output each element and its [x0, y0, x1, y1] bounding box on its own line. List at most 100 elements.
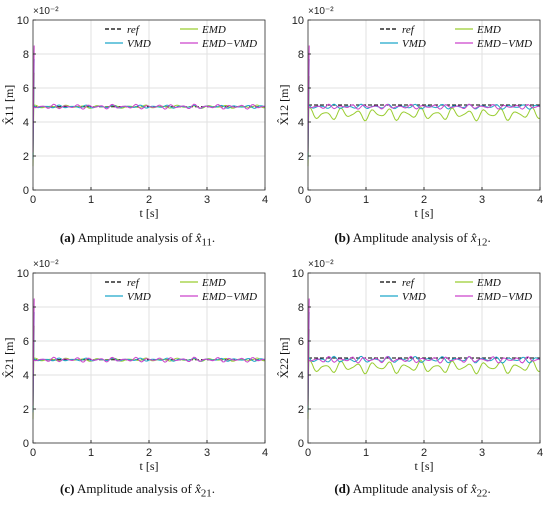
y-tick-label: 8	[298, 49, 304, 61]
x-tick-label: 4	[537, 194, 543, 206]
x-tick-label: 2	[146, 447, 152, 459]
legend-label: ref	[127, 24, 141, 36]
caption-b-sub: 12	[476, 236, 488, 249]
x-axis-label: t [s]	[415, 206, 434, 220]
y-tick-label: 4	[298, 370, 304, 382]
caption-d-end: .	[487, 481, 491, 496]
y-multiplier: ×10⁻²	[33, 6, 59, 17]
legend-label: VMD	[402, 291, 426, 303]
legend-label: VMD	[127, 291, 151, 303]
series-line-emd-vmd	[307, 45, 541, 153]
y-tick-label: 4	[23, 370, 29, 382]
x-tick-label: 0	[305, 194, 311, 206]
x-tick-label: 0	[305, 447, 311, 459]
x-tick-label: 0	[30, 447, 36, 459]
chart-panel-c: 0 1 2 3 4 0 2 4 6 8 10 ×10⁻² t [s] X̂21 [m] ref EMD VMD E…	[0, 253, 275, 506]
caption-a-end: .	[211, 230, 216, 245]
y-tick-label: 2	[23, 151, 29, 163]
caption-d-letter: (d)	[334, 481, 351, 496]
y-tick-label: 6	[298, 336, 304, 348]
y-axis-label: X̂11 [m]	[2, 85, 16, 126]
caption-d-var: x̂	[470, 481, 477, 496]
series-line-emd-vmd	[32, 298, 266, 406]
caption-b-text: Amplitude analysis of	[352, 230, 468, 245]
y-tick-label: 0	[23, 438, 29, 450]
x-tick-label: 4	[537, 447, 543, 459]
legend-label: EMD	[476, 24, 501, 36]
x-tick-label: 3	[479, 194, 485, 206]
y-tick-label: 10	[17, 268, 29, 280]
legend-label: EMD−VMD	[476, 38, 532, 50]
caption-c-var: x̂	[195, 481, 201, 496]
series-line-emd-vmd	[307, 298, 541, 406]
x-tick-label: 3	[479, 447, 485, 459]
caption-c-text: Amplitude analysis of	[77, 481, 192, 496]
legend-label: ref	[402, 24, 416, 36]
y-axis-label: X̂22 [m]	[277, 338, 291, 379]
legend-label: EMD−VMD	[201, 291, 257, 303]
x-axis-label: t [s]	[415, 459, 434, 473]
x-tick-label: 2	[421, 447, 427, 459]
x-tick-label: 1	[363, 194, 369, 206]
legend-label: EMD−VMD	[476, 291, 532, 303]
y-tick-label: 4	[23, 117, 29, 129]
x-tick-label: 3	[204, 194, 210, 206]
chart-b-svg: 0 1 2 3 4 0 2 4 6 8 10 ×10⁻² t [s] X̂12 [m] ref EMD VMD E…	[277, 6, 543, 220]
x-tick-label: 2	[421, 194, 427, 206]
y-multiplier: ×10⁻²	[308, 259, 334, 270]
caption-b: (b) Amplitude analysis of x̂12.	[275, 230, 550, 249]
y-tick-label: 6	[23, 83, 29, 95]
y-tick-label: 2	[298, 404, 304, 416]
chart-d-svg: 0 1 2 3 4 0 2 4 6 8 10 ×10⁻² t [s] X̂22 [m] ref EMD VMD E…	[277, 259, 543, 473]
caption-d-text: Amplitude analysis of	[352, 481, 468, 496]
chart-panel-a: 0 1 2 3 4 0 2 4 6 8 10 ×10⁻² t [s] X̂11 [m] ref EMD VMD E…	[0, 0, 275, 253]
caption-b-end: .	[487, 230, 491, 245]
y-tick-label: 10	[292, 268, 304, 280]
y-multiplier: ×10⁻²	[33, 259, 59, 270]
y-tick-label: 8	[23, 49, 29, 61]
x-axis-label: t [s]	[140, 206, 159, 220]
y-multiplier: ×10⁻²	[308, 6, 334, 17]
caption-c-end: .	[211, 481, 215, 496]
x-tick-label: 0	[30, 194, 36, 206]
caption-a: (a) Amplitude analysis of x̂11.	[0, 230, 275, 249]
x-tick-label: 2	[146, 194, 152, 206]
caption-b-letter: (b)	[334, 230, 351, 245]
x-tick-label: 4	[262, 447, 268, 459]
caption-a-text: Amplitude analysis of	[77, 230, 193, 245]
y-tick-label: 8	[23, 302, 29, 314]
y-tick-label: 10	[292, 15, 304, 27]
y-tick-label: 6	[298, 83, 304, 95]
caption-c-sub: 21	[200, 487, 212, 500]
legend-label: VMD	[402, 38, 426, 50]
x-tick-label: 3	[204, 447, 210, 459]
y-tick-label: 4	[298, 117, 304, 129]
y-tick-label: 2	[298, 151, 304, 163]
series-line-emd-vmd	[32, 45, 266, 153]
x-tick-label: 1	[88, 194, 94, 206]
x-tick-label: 1	[88, 447, 94, 459]
x-axis-label: t [s]	[140, 459, 159, 473]
y-tick-label: 6	[23, 336, 29, 348]
legend-label: ref	[402, 277, 416, 289]
x-tick-label: 1	[363, 447, 369, 459]
y-tick-label: 0	[298, 438, 304, 450]
caption-d: (d) Amplitude analysis of x̂22.	[275, 481, 550, 500]
caption-d-sub: 22	[476, 487, 488, 500]
caption-c-letter: (c)	[60, 481, 75, 496]
y-tick-label: 8	[298, 302, 304, 314]
chart-panel-b: 0 1 2 3 4 0 2 4 6 8 10 ×10⁻² t [s] X̂12 [m] ref EMD VMD E…	[275, 0, 550, 253]
caption-a-sub: 11	[201, 236, 212, 249]
caption-b-var: x̂	[470, 230, 477, 245]
caption-c: (c) Amplitude analysis of x̂21.	[0, 481, 275, 500]
chart-a-svg: 0 1 2 3 4 0 2 4 6 8 10 ×10⁻² t [s] X̂11 [m] ref EMD VMD E…	[2, 6, 268, 220]
x-tick-label: 4	[262, 194, 268, 206]
legend-label: VMD	[127, 38, 151, 50]
y-tick-label: 10	[17, 15, 29, 27]
chart-c-svg: 0 1 2 3 4 0 2 4 6 8 10 ×10⁻² t [s] X̂21 [m] ref EMD VMD E…	[2, 259, 268, 473]
y-tick-label: 2	[23, 404, 29, 416]
legend-label: EMD	[201, 277, 226, 289]
legend-label: EMD−VMD	[201, 38, 257, 50]
chart-panel-d: 0 1 2 3 4 0 2 4 6 8 10 ×10⁻² t [s] X̂22 [m] ref EMD VMD E…	[275, 253, 550, 506]
legend-label: EMD	[476, 277, 501, 289]
